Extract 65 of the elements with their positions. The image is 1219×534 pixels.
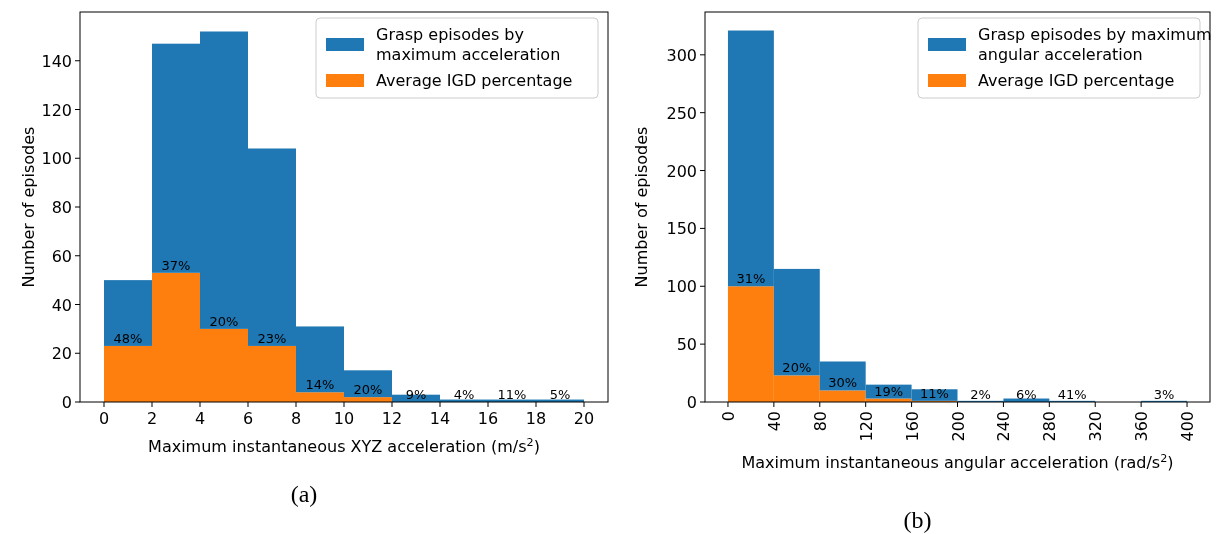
annotation: 2% xyxy=(970,387,991,402)
y-tick-label: 0 xyxy=(686,393,697,412)
text: (a) xyxy=(290,481,318,507)
annotation: 20% xyxy=(782,360,812,376)
x-tick-label: 0 xyxy=(718,411,738,422)
x-tick-label: 400 xyxy=(1178,411,1198,442)
x-axis-title: Maximum instantaneous XYZ acceleration (m/s$^{2}$) xyxy=(148,435,540,456)
x-tick-label: 8 xyxy=(290,409,302,428)
x-tick-label: 14 xyxy=(429,409,451,428)
x-tick-label: 0 xyxy=(98,409,110,428)
x-tick-label: 360 xyxy=(1132,411,1152,442)
x-tick-label: 80 xyxy=(810,411,830,432)
annotation: 37% xyxy=(161,257,191,273)
x-tick-label: 6 xyxy=(242,409,254,428)
annotation: 48% xyxy=(113,330,143,346)
y-tick-label: 60 xyxy=(51,246,72,266)
legend-label: Grasp episodes by maximum angular acceleration xyxy=(978,25,1212,64)
annotation: 20% xyxy=(209,313,239,329)
annotation: 30% xyxy=(828,375,858,391)
annotation: 5% xyxy=(549,387,571,402)
x-tick-label: 240 xyxy=(994,411,1014,442)
x-tick-label: 18 xyxy=(525,409,547,428)
annotation: 20% xyxy=(353,382,383,398)
annotation: 41% xyxy=(1057,387,1087,402)
annotation: 4% xyxy=(453,387,475,402)
y-tick-label: 0 xyxy=(61,393,72,412)
x-tick-label: 40 xyxy=(764,411,784,432)
x-tick-label: 10 xyxy=(333,409,355,428)
x-tick-label: 120 xyxy=(856,411,876,442)
y-tick-label: 120 xyxy=(41,100,72,120)
y-tick-label: 20 xyxy=(51,344,72,364)
y-tick-label: 40 xyxy=(51,295,72,315)
x-tick-label: 4 xyxy=(194,409,206,428)
y-tick-label: 140 xyxy=(41,51,72,71)
y-tick-label: 300 xyxy=(666,45,697,65)
annotation: 11% xyxy=(497,387,527,402)
x-tick-label: 16 xyxy=(477,409,499,428)
x-tick-label: 200 xyxy=(948,411,968,442)
legend-label: Average IGD percentage xyxy=(978,71,1175,90)
annotation: 6% xyxy=(1016,387,1037,402)
y-tick-label: 200 xyxy=(666,161,697,181)
x-tick-label: 160 xyxy=(902,411,922,442)
x-tick-label: 320 xyxy=(1086,411,1106,442)
x-tick-label: 280 xyxy=(1040,411,1060,442)
y-axis-title: Number of episodes xyxy=(19,126,38,288)
x-tick-label: 12 xyxy=(381,409,403,428)
y-tick-label: 100 xyxy=(41,149,72,169)
text: (b) xyxy=(903,507,932,533)
y-tick-label: 150 xyxy=(666,219,697,239)
x-tick-label: 2 xyxy=(146,409,158,428)
y-tick-label: 250 xyxy=(666,103,697,123)
annotation: 11% xyxy=(920,385,949,401)
annotation: 19% xyxy=(874,383,904,399)
legend-label: Grasp episodes by maximum acceleration xyxy=(376,25,561,64)
x-tick-label: 20 xyxy=(573,409,595,428)
annotation: 3% xyxy=(1153,387,1175,402)
y-axis-title: Number of episodes xyxy=(632,126,651,288)
y-tick-label: 50 xyxy=(676,335,697,355)
x-axis-title: Maximum instantaneous angular acceleration (rad/s$^{2}$) xyxy=(741,451,1174,472)
annotation: 23% xyxy=(257,330,287,346)
legend-label: Average IGD percentage xyxy=(376,71,573,90)
annotation: 14% xyxy=(305,377,335,393)
y-tick-label: 100 xyxy=(666,277,697,297)
annotation: 31% xyxy=(736,271,766,287)
y-tick-label: 80 xyxy=(51,198,72,217)
